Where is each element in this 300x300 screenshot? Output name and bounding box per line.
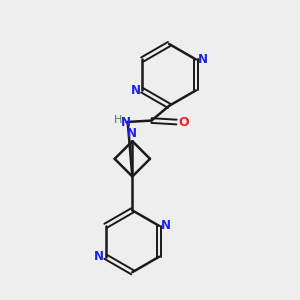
Text: N: N [121, 116, 130, 128]
Text: N: N [94, 250, 104, 263]
Text: O: O [178, 116, 189, 128]
Text: N: N [127, 127, 137, 140]
Text: H: H [113, 115, 122, 125]
Text: N: N [160, 219, 171, 232]
Text: N: N [131, 84, 141, 97]
Text: N: N [197, 53, 207, 66]
